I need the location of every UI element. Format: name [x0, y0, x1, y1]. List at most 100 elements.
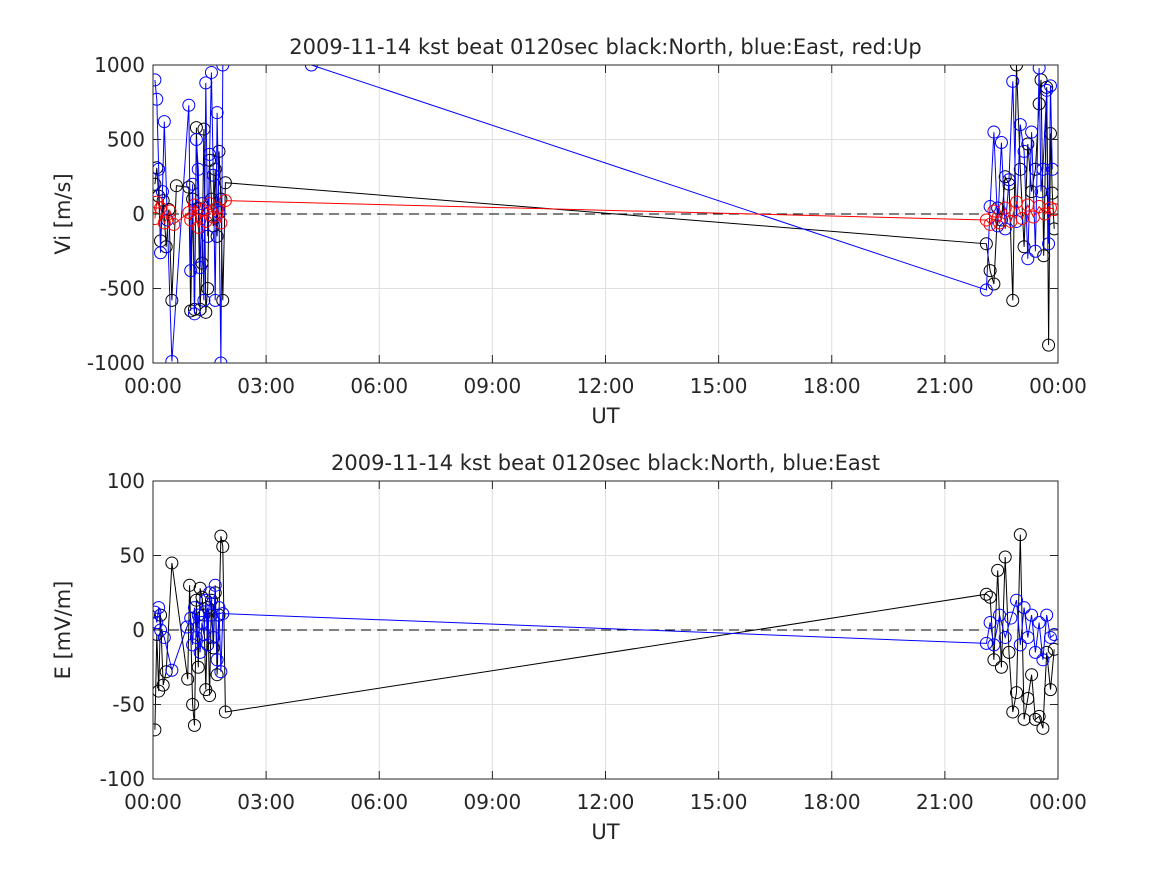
velocity-series-blue-point: [1042, 237, 1056, 251]
velocity-series-blue-point: [208, 293, 222, 307]
efield-series-blue-point: [216, 607, 230, 621]
velocity-series-blue-point: [155, 185, 169, 199]
velocity-series-black-line: [154, 65, 1055, 346]
velocity-series-red-point: [979, 213, 993, 227]
efield-series-black-point: [1010, 686, 1024, 700]
efield-ytick-label: 0: [132, 618, 145, 642]
efield-series-black-point: [979, 587, 993, 601]
velocity-xtick-label: 15:00: [690, 374, 748, 398]
velocity-series-red-point: [167, 217, 181, 231]
efield-series-blue-point: [165, 663, 179, 677]
velocity-series-blue-point: [197, 293, 211, 307]
velocity-series-blue-point: [184, 264, 198, 278]
velocity-series-blue-point: [1036, 162, 1050, 176]
velocity-xtick-label: 03:00: [237, 374, 295, 398]
velocity-series-blue-point: [210, 106, 224, 120]
efield-series-blue-point: [1010, 593, 1024, 607]
efield-series-black-point: [183, 578, 197, 592]
velocity-series-red-point: [157, 216, 171, 230]
efield-series-blue-point: [1032, 616, 1046, 630]
velocity-series-red-point: [163, 204, 177, 218]
velocity-y-axis-label: Vi [m/s]: [51, 173, 75, 254]
velocity-series-black-point: [1006, 293, 1020, 307]
efield-series-black-point: [203, 689, 217, 703]
efield-y-axis-label: E [mV/m]: [51, 581, 75, 680]
efield-series-blue-point: [998, 630, 1012, 644]
efield-series-blue-point: [191, 608, 205, 622]
efield-series-black-point: [1040, 645, 1054, 659]
efield-series-black-point: [214, 529, 228, 543]
velocity-series-black-point: [210, 229, 224, 243]
efield-series-blue-point: [1025, 608, 1039, 622]
efield-series-black-point: [1013, 528, 1027, 542]
efield-ytick-label: 50: [120, 544, 145, 568]
efield-ytick-label: -50: [112, 693, 145, 717]
velocity-xtick-label: 06:00: [350, 374, 408, 398]
efield-series-blue-point: [193, 645, 207, 659]
efield-series-group: [153, 528, 1058, 737]
velocity-series-red-line: [154, 200, 1055, 228]
velocity-series-blue-point: [216, 65, 230, 72]
efield-series-blue-point: [189, 630, 203, 644]
efield-series-black-point: [1025, 668, 1039, 682]
velocity-series-blue-point: [153, 73, 162, 87]
efield-series-black-point: [1006, 705, 1020, 719]
velocity-series-blue-point: [201, 229, 215, 243]
velocity-series-blue-point: [1006, 74, 1020, 88]
velocity-series-black-point: [1013, 162, 1027, 176]
velocity-series-black-point: [153, 177, 162, 191]
velocity-chart-title: 2009-11-14 kst beat 0120sec black:North,…: [289, 35, 922, 59]
velocity-series-blue-point: [203, 147, 217, 161]
efield-series-blue-point: [1040, 608, 1054, 622]
efield-series-black-point: [1032, 709, 1046, 723]
velocity-xtick-label: 18:00: [803, 374, 861, 398]
velocity-series-blue-point: [304, 65, 318, 72]
velocity-series-blue-point: [1040, 83, 1054, 97]
velocity-series-black-point: [182, 180, 196, 194]
velocity-series-blue-point: [1028, 244, 1042, 258]
efield-series-black-point: [987, 653, 1001, 667]
velocity-series-black-point: [162, 203, 176, 217]
velocity-xtick-label: 12:00: [577, 374, 635, 398]
velocity-series-red-point: [1047, 203, 1058, 217]
velocity-series-blue-point: [153, 92, 164, 106]
velocity-series-blue-point: [994, 135, 1008, 149]
efield-series-black-point: [186, 698, 200, 711]
efield-series-black-point: [994, 660, 1008, 674]
efield-xtick-label: 18:00: [803, 790, 861, 814]
velocity-series-red-point: [199, 214, 213, 228]
efield-series-blue-point: [983, 616, 997, 630]
efield-series-blue-point: [979, 636, 993, 650]
velocity-series-red-point: [187, 198, 201, 212]
velocity-series-blue-point: [206, 168, 220, 182]
efield-series-black-point: [1017, 712, 1031, 726]
efield-series-blue-point: [186, 638, 200, 652]
efield-series-blue-point: [1028, 645, 1042, 659]
velocity-series-blue-point: [182, 98, 196, 112]
velocity-series-black-point: [218, 176, 232, 190]
velocity-series-blue-point: [165, 355, 179, 363]
efield-series-black-point: [216, 540, 230, 554]
velocity-series-blue-point: [1034, 185, 1048, 199]
velocity-series-blue-point: [1043, 79, 1057, 93]
efield-series-black-point: [983, 590, 997, 604]
velocity-series-red-point: [184, 213, 198, 227]
efield-chart: 00:00 03:00 06:00 09:00 12:00 15:00 18:00 21:00…: [51, 451, 1087, 844]
velocity-ytick-label: -500: [100, 277, 145, 301]
efield-series-blue-point: [153, 616, 164, 630]
efield-series-black-point: [165, 556, 179, 570]
efield-series-blue-point: [153, 601, 166, 615]
velocity-series-red-point: [214, 216, 228, 230]
efield-series-black-point: [1002, 645, 1016, 659]
velocity-series-blue-point: [186, 177, 200, 191]
velocity-xtick-label: 09:00: [464, 374, 522, 398]
efield-ytick-label: -100: [100, 767, 145, 791]
velocity-series-red-point: [218, 194, 232, 208]
efield-xtick-label: 00:00: [1029, 790, 1087, 814]
efield-series-blue-point: [1021, 630, 1035, 644]
velocity-series-black-point: [1021, 137, 1035, 151]
velocity-series-blue-point: [154, 246, 168, 260]
velocity-series-black-point: [983, 264, 997, 278]
efield-series-blue-point: [153, 605, 162, 619]
efield-series-blue-point: [210, 653, 224, 667]
